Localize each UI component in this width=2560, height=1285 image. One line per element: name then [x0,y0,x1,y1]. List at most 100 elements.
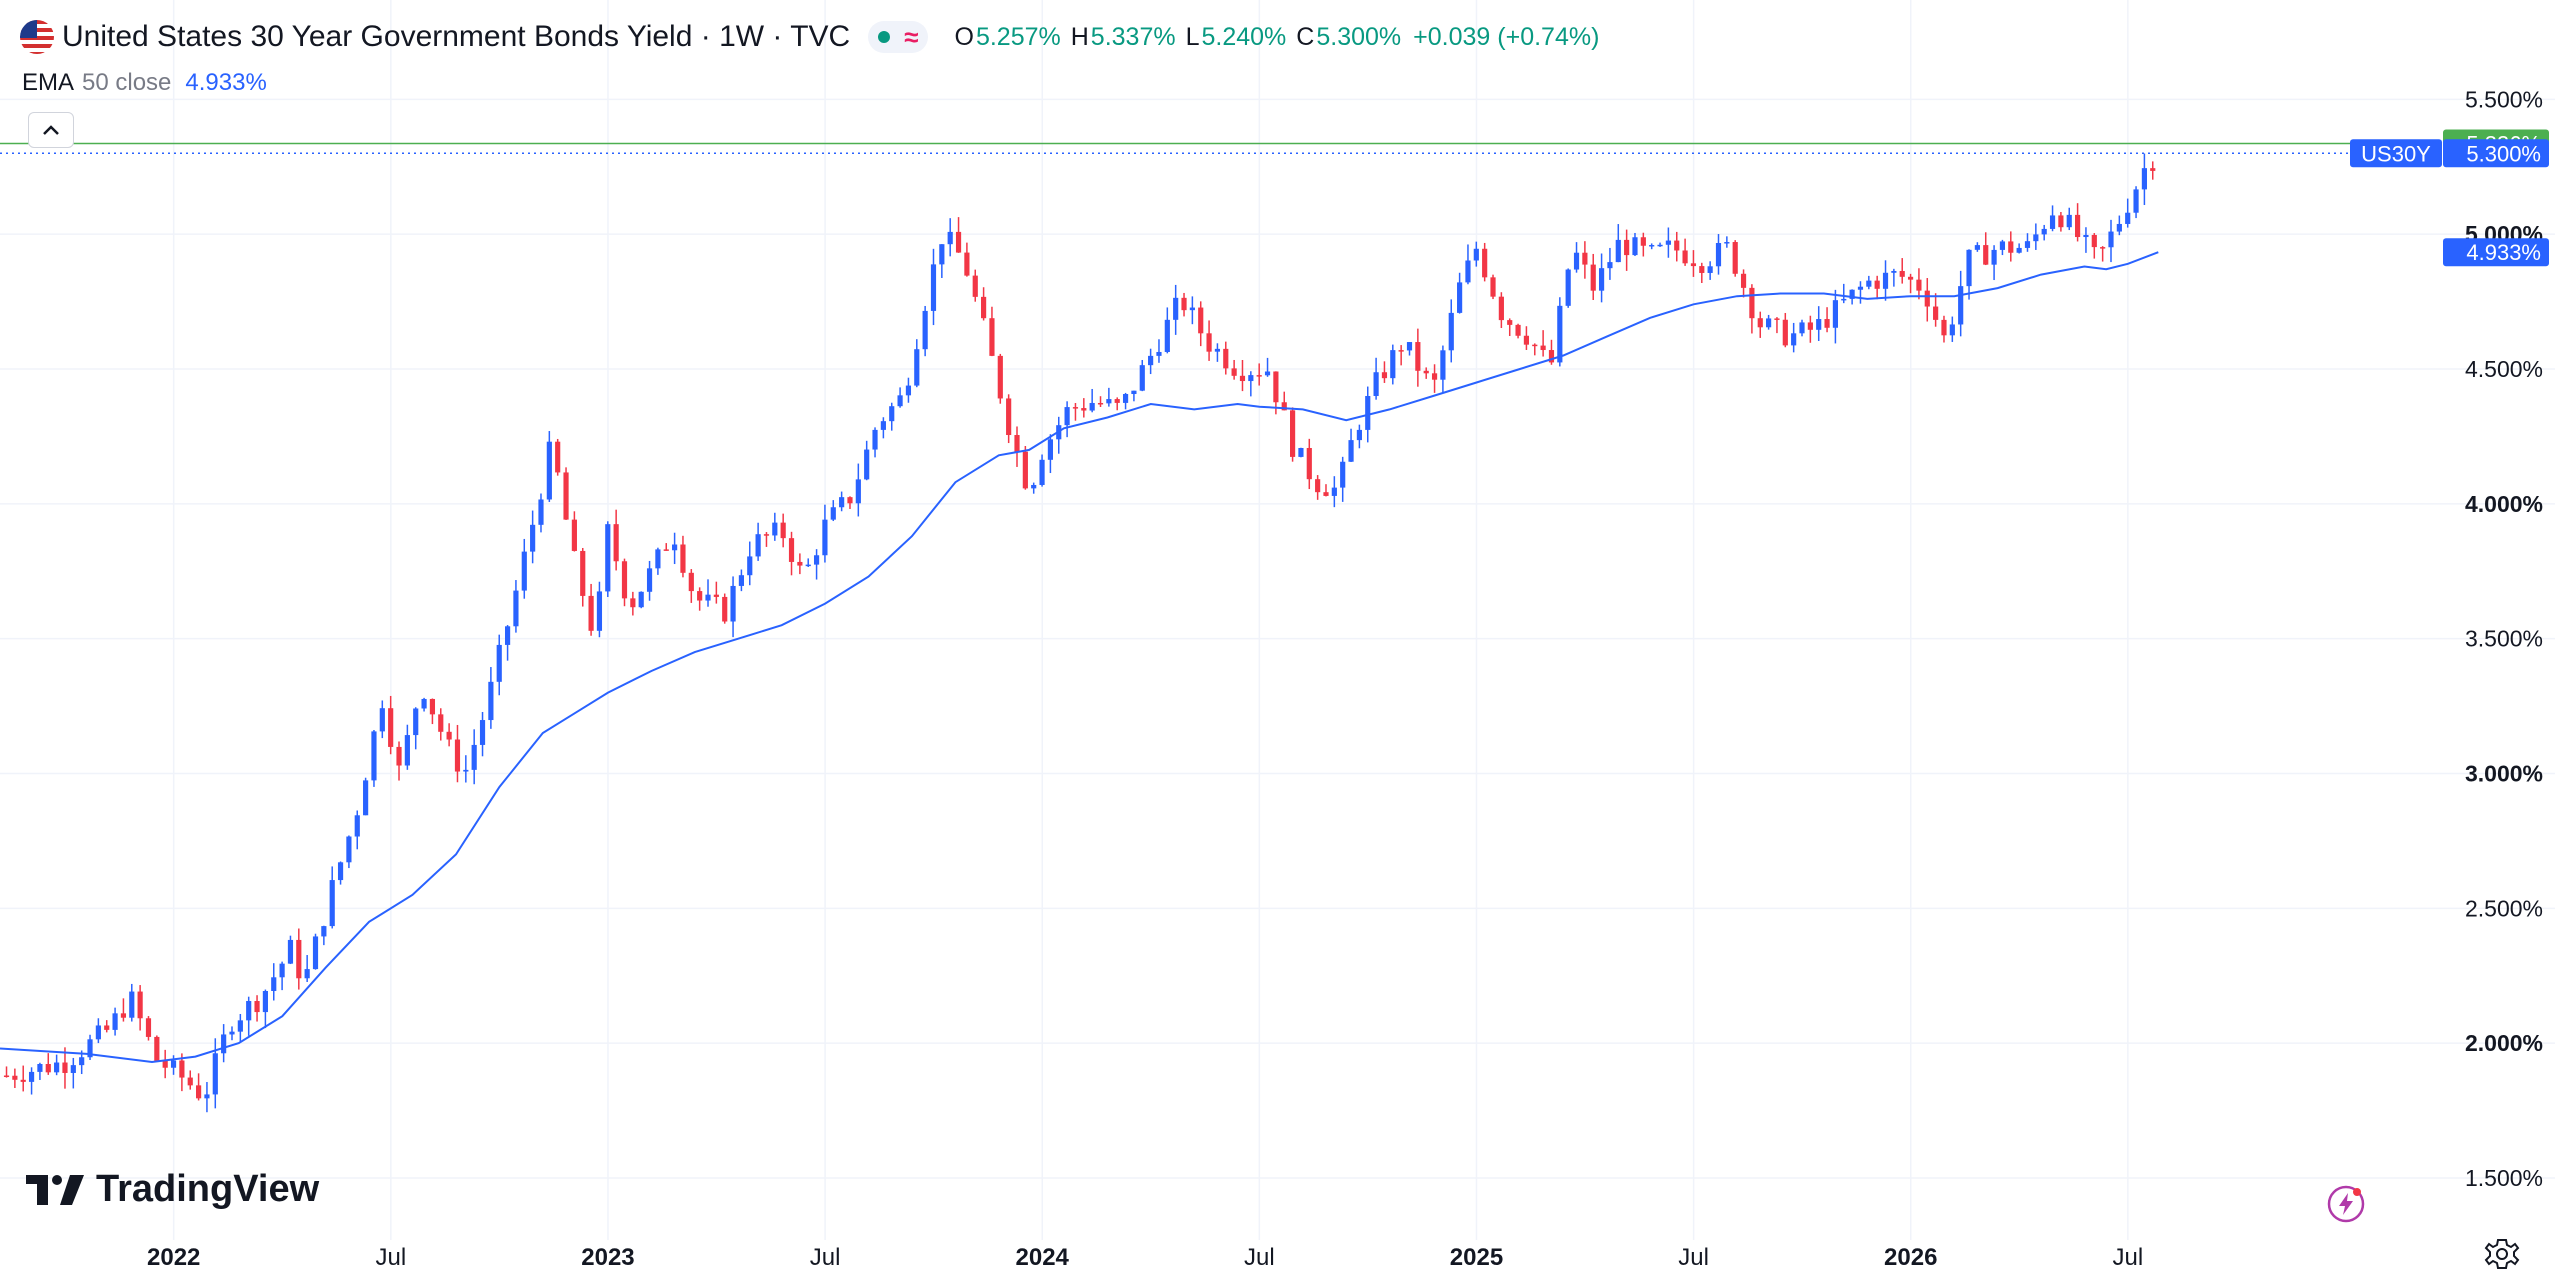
candle-body [1540,345,1546,351]
indicator-legend[interactable]: EMA 50 close 4.933% [22,66,267,100]
candle-body [296,939,302,979]
lightning-button[interactable] [2326,1184,2366,1224]
low-key: L [1185,22,1200,51]
candle-body [1131,390,1137,395]
candle-body [713,594,719,597]
time-axis[interactable]: 2022 Jul 2023 Jul 2024 Jul 2025 Jul 2026 Jul [147,1244,2143,1271]
candle-body [254,1001,260,1013]
candle-body [246,1001,252,1021]
candle-body [546,441,552,500]
candle-body [471,744,477,770]
indicator-name[interactable]: EMA [22,69,75,96]
x-tick-label: 2025 [1450,1244,1503,1271]
x-tick-label: 2026 [1884,1244,1937,1271]
candle-body [95,1025,101,1040]
candle-body [638,591,644,608]
candle-body [747,556,753,576]
candle-body [1457,282,1463,313]
candle-body [1816,319,1822,330]
candle-body [905,385,912,396]
chevron-up-icon [43,125,59,135]
candle-body [2141,168,2147,190]
candle-body [1181,297,1187,311]
candle-body [939,244,945,265]
symbol-label: US30Y [2361,141,2431,166]
candle-body [1557,305,1563,363]
symbol-title[interactable]: United States 30 Year Government Bonds Y… [62,20,851,53]
candle-body [755,534,761,557]
candle-body [421,698,427,709]
collapse-legend-button[interactable] [28,112,74,148]
candle-body [1198,307,1204,334]
candle-body [70,1065,76,1073]
candle-body [388,708,394,747]
candle-body [2116,223,2122,232]
candle-body [2008,241,2014,253]
candle-body [1874,280,1880,289]
high-key: H [1070,22,1089,51]
candle-body [1615,239,1621,263]
candle-body [162,1060,168,1068]
legend-title-row[interactable]: United States 30 Year Government Bonds Y… [20,18,1599,56]
candle-body [1841,298,1847,301]
candle-body [496,644,502,682]
candle-body [79,1057,85,1066]
candle-body [1415,342,1421,371]
candle-body [2100,247,2106,249]
x-tick-label: 2022 [147,1244,200,1271]
y-tick-label: 5.500% [2465,86,2543,112]
candle-body [1340,461,1346,488]
candle-body [20,1079,26,1082]
candle-body [813,555,820,565]
candle-body [237,1020,243,1032]
candle-body [697,591,703,601]
candle-body [1774,318,1780,320]
tradingview-logo[interactable]: TradingView [26,1168,319,1211]
candle-body [780,522,786,539]
candle-body [1999,241,2006,250]
candle-body [788,538,795,562]
candle-body [1974,245,1980,250]
candle-body [1398,350,1404,352]
candle-body [663,549,669,551]
candle-body [404,735,410,766]
price-axis[interactable]: 5.500%5.000%4.500%4.000%3.500%3.000%2.50… [2465,86,2543,1191]
candle-body [1039,459,1045,485]
candle-body [855,479,861,504]
x-tick-label: Jul [1678,1244,1709,1271]
candle-body [1122,394,1129,403]
change-value: +0.039 (+0.74%) [1413,22,1600,51]
candle-body [1607,262,1613,269]
candle-body [1598,268,1605,291]
y-tick-label: 4.000% [2465,491,2543,517]
candle-body [1766,318,1772,328]
candle-body [2150,168,2156,171]
candle-body [981,296,987,319]
candle-body [1248,375,1254,382]
candle-body [1498,296,1504,321]
candle-body [413,708,419,736]
market-status-dot-icon [878,31,891,43]
candle-body [555,441,561,473]
candle-body [1348,440,1354,462]
candle-body [621,561,628,599]
candle-body [1164,319,1170,352]
candle-body [1072,407,1079,409]
settings-button[interactable] [2484,1236,2520,1272]
candle-body [1849,289,1855,299]
market-status[interactable]: ≈ [868,21,929,53]
candle-body [705,594,711,601]
low-value: 5.240% [1201,22,1287,51]
candle-body [1298,447,1304,457]
candle-body [955,231,962,253]
ema-line [0,251,2159,1064]
candle-body [504,626,511,645]
candle-body [1089,402,1095,411]
candle-body [1315,479,1321,493]
candle-body [154,1036,160,1061]
candle-body [346,836,352,863]
candle-body [396,746,402,766]
candle-body [1933,306,1939,320]
